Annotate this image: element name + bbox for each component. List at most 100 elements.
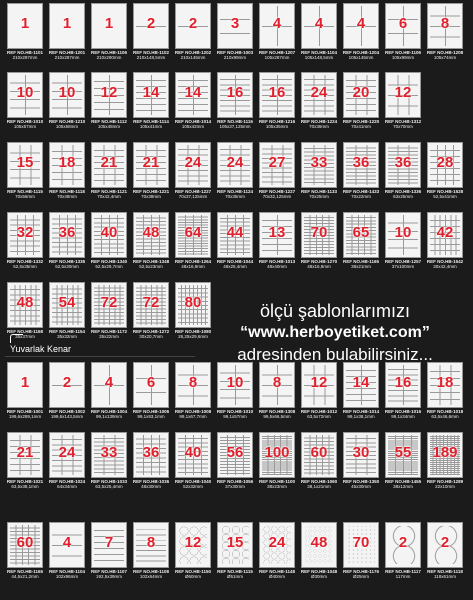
label-template-card[interactable]: 80 REF NO.HB-1080 26,25x29,6mm	[173, 282, 213, 339]
label-template-card[interactable]: 8 REF NO.HB-1208 105x74mm	[425, 3, 465, 60]
label-template-card[interactable]: 54 REF NO.HB-1154 35x32mm	[47, 282, 87, 339]
label-template-card[interactable]: 64 REF NO.HB-1264 48x16,9mm	[173, 212, 213, 269]
label-template-card[interactable]: 2 REF NO.HB-1117 117mm	[383, 522, 423, 579]
label-template-card[interactable]: 6 REF NO.HB-1106 105x99mm	[383, 3, 423, 60]
label-sheet-preview: 44	[217, 212, 253, 258]
label-template-card[interactable]: 24 REF NO.HB-1148 Ø40mm	[257, 522, 297, 579]
label-template-card[interactable]: 4 REF NO.HB-1104 105x148,5mm	[299, 3, 339, 60]
label-template-card[interactable]: 2 REF NO.HB-1118 118x61mm	[425, 522, 465, 579]
label-template-card[interactable]: 24 REF NO.HB-1024 64x34mm	[47, 432, 87, 489]
label-template-card[interactable]: 10 REF NO.HB-1010 105x57mm	[5, 72, 45, 129]
label-template-card[interactable]: 44 REF NO.HB-1044 48x25,4mm	[215, 212, 255, 269]
ref-number: REF NO.HB-1118	[49, 189, 85, 194]
label-template-card[interactable]: 36 REF NO.HB-1433 70x22mm	[341, 142, 381, 199]
label-template-card[interactable]: 1 REF NO.HB-1101 210x297mm	[5, 3, 45, 60]
label-template-card[interactable]: 21 REF NO.HB-1121 70x42,4mm	[89, 142, 129, 199]
label-template-card[interactable]: 12 REF NO.HB-1112 105x48mm	[89, 72, 129, 129]
label-template-card[interactable]: 36 REF NO.HB-1036 48x30mm	[131, 432, 171, 489]
label-template-card[interactable]: 65 REF NO.HB-1165 38x21mm	[341, 212, 381, 269]
label-sheet-preview: 2	[49, 362, 85, 408]
label-template-card[interactable]: 14 REF NO.HB-1014 99,1x38,1mm	[341, 362, 381, 419]
label-template-card[interactable]: 48 REF NO.HB-1348 52,5x23mm	[131, 212, 171, 269]
label-template-card[interactable]: 14 REF NO.HB-1014 105x42mm	[173, 72, 213, 129]
label-sheet-preview: 10	[49, 72, 85, 118]
label-template-card[interactable]: 12 REF NO.HB-1150 Ø60mm	[173, 522, 213, 579]
label-template-card[interactable]: 28 REF NO.HB-1528 52,5x41mm	[425, 142, 465, 199]
label-template-card[interactable]: 72 REF NO.HB-1172 35x22mm	[89, 282, 129, 339]
label-template-card[interactable]: 27 REF NO.HB-1227 70x32,125mm	[257, 142, 297, 199]
label-template-card[interactable]: 8 REF NO.HB-1308 99,5x66,5mm	[257, 362, 297, 419]
label-template-card[interactable]: 10 REF NO.HB-1257 37x100mm	[383, 212, 423, 269]
label-template-card[interactable]: 15 REF NO.HB-1115 Ø51mm	[215, 522, 255, 579]
label-template-card[interactable]: 2 REF NO.HB-1102 210x148,5mm	[131, 3, 171, 60]
ref-number: REF NO.HB-1150	[174, 569, 211, 574]
label-template-card[interactable]: 33 REF NO.HB-1133 70x25mm	[299, 142, 339, 199]
label-template-card[interactable]: 70 REF NO.HB-1270 48x16,9mm	[299, 212, 339, 269]
label-size: 63,5x72mm	[307, 414, 331, 419]
label-template-card[interactable]: 32 REF NO.HB-1332 52,5x35mm	[5, 212, 45, 269]
label-template-card[interactable]: 55 REF NO.HB-1455 38x12mm	[383, 432, 423, 489]
ref-number: REF NO.HB-1542	[426, 259, 464, 264]
label-template-card[interactable]: 12 REF NO.HB-1012 63,5x72mm	[299, 362, 339, 419]
label-template-card[interactable]: 6 REF NO.HB-1006 99,1x93,1mm	[131, 362, 171, 419]
label-template-card[interactable]: 56 REF NO.HB-1056 37x30mm	[215, 432, 255, 489]
label-template-card[interactable]: 2 REF NO.HB-1002 199,6x143,5mm	[47, 362, 87, 419]
label-template-card[interactable]: 60 REF NO.HB-1060 38,1x21mm	[299, 432, 339, 489]
label-template-card[interactable]: 72 REF NO.HB-1272 30x20,7mm	[131, 282, 171, 339]
label-size: 35x32mm	[57, 334, 77, 339]
label-template-card[interactable]: 10 REF NO.HB-1210 105x58mm	[47, 72, 87, 129]
label-size: 70x35mm	[225, 194, 245, 199]
label-template-card[interactable]: 189 REF NO.HB-1289 22x10mm	[425, 432, 465, 489]
label-template-card[interactable]: 10 REF NO.HB-1010 99,1x57mm	[215, 362, 255, 419]
label-template-card[interactable]: 16 REF NO.HB-1216 105x35mm	[257, 72, 297, 129]
label-template-card[interactable]: 48 REF NO.HB-1048 Ø30mm	[299, 522, 339, 579]
label-template-card[interactable]: 16 REF NO.HB-1116 105x37,125mm	[215, 72, 255, 129]
label-template-card[interactable]: 7 REF NO.HB-1107 192,5x39mm	[89, 522, 129, 579]
label-template-card[interactable]: 4 REF NO.HB-1004 99,1x139mm	[89, 362, 129, 419]
label-template-card[interactable]: 21 REF NO.HB-1021 63,5x38,1mm	[5, 432, 45, 489]
label-template-card[interactable]: 36 REF NO.HB-1336 63x25mm	[383, 142, 423, 199]
label-template-card[interactable]: 30 REF NO.HB-1350 45x30mm	[341, 432, 381, 489]
label-template-card[interactable]: 12 REF NO.HB-1312 70x70mm	[383, 72, 423, 129]
label-size: Ø40mm	[268, 574, 285, 579]
label-template-card[interactable]: 4 REF NO.HB-1104 102x96mm	[47, 522, 87, 579]
label-template-card[interactable]: 21 REF NO.HB-1221 70x38mm	[131, 142, 171, 199]
ref-number: REF NO.HB-1168	[6, 329, 43, 334]
label-template-card[interactable]: 42 REF NO.HB-1542 30x42,4mm	[425, 212, 465, 269]
label-template-card[interactable]: 33 REF NO.HB-1033 63,5x25,4mm	[89, 432, 129, 489]
label-template-card[interactable]: 18 REF NO.HB-1118 70x48mm	[47, 142, 87, 199]
promo-website[interactable]: “www.herboyetiket.com”	[240, 324, 430, 341]
label-size: Ø51mm	[226, 574, 243, 579]
label-template-card[interactable]: 24 REF NO.HB-1124 70x35mm	[215, 142, 255, 199]
label-template-card[interactable]: 24 REF NO.HB-1227 70x37,125mm	[173, 142, 213, 199]
label-template-card[interactable]: 3 REF NO.HB-1003 210x99mm	[215, 3, 255, 60]
label-template-card[interactable]: 1 REF NO.HB-1001 199,6x289,1mm	[5, 362, 45, 419]
label-sheet-preview: 12	[301, 362, 337, 408]
label-template-card[interactable]: 8 REF NO.HB-1108 102x64mm	[131, 522, 171, 579]
label-size: 199,6x289,1mm	[8, 414, 42, 419]
label-template-card[interactable]: 16 REF NO.HB-1016 99,1x34mm	[383, 362, 423, 419]
label-template-card[interactable]: 100 REF NO.HB-1100 38x23mm	[257, 432, 297, 489]
label-template-card[interactable]: 14 REF NO.HB-1114 105x41mm	[131, 72, 171, 129]
label-size: 99,1x139mm	[95, 414, 122, 419]
label-sheet-preview: 64	[175, 212, 211, 258]
label-template-card[interactable]: 48 REF NO.HB-1168 35x37mm	[5, 282, 45, 339]
label-template-card[interactable]: 36 REF NO.HB-1335 52,5x30mm	[47, 212, 87, 269]
label-template-card[interactable]: 60 REF NO.HB-1165 44,5x21,2mm	[5, 522, 45, 579]
label-template-card[interactable]: 20 REF NO.HB-1220 70x41mm	[341, 72, 381, 129]
label-template-card[interactable]: 2 REF NO.HB-1202 210x145mm	[173, 3, 213, 60]
label-sheet-preview: 36	[343, 142, 379, 188]
label-template-card[interactable]: 70 REF NO.HB-1176 Ø25mm	[341, 522, 381, 579]
label-template-card[interactable]: 1 REF NO.HB-1201 210x287mm	[47, 3, 87, 60]
label-template-card[interactable]: 15 REF NO.HB-1115 70x56mm	[5, 142, 45, 199]
label-template-card[interactable]: 13 REF NO.HB-1013 48x40mm	[257, 212, 297, 269]
label-template-card[interactable]: 4 REF NO.HB-1204 105x145mm	[341, 3, 381, 60]
label-template-card[interactable]: 40 REF NO.HB-1340 52,5x29,7mm	[89, 212, 129, 269]
label-template-card[interactable]: 1 REF NO.HB-1106 210x290mm	[89, 3, 129, 60]
label-template-card[interactable]: 4 REF NO.HB-1207 105x287mm	[257, 3, 297, 60]
label-template-card[interactable]: 18 REF NO.HB-1018 63,5x46,6mm	[425, 362, 465, 419]
label-template-card[interactable]: 24 REF NO.HB-1224 70x36mm	[299, 72, 339, 129]
label-template-card[interactable]: 8 REF NO.HB-1008 99,1x67,7mm	[173, 362, 213, 419]
ref-number: REF NO.HB-1350	[342, 479, 380, 484]
label-template-card[interactable]: 40 REF NO.HB-1040 52x32mm	[173, 432, 213, 489]
